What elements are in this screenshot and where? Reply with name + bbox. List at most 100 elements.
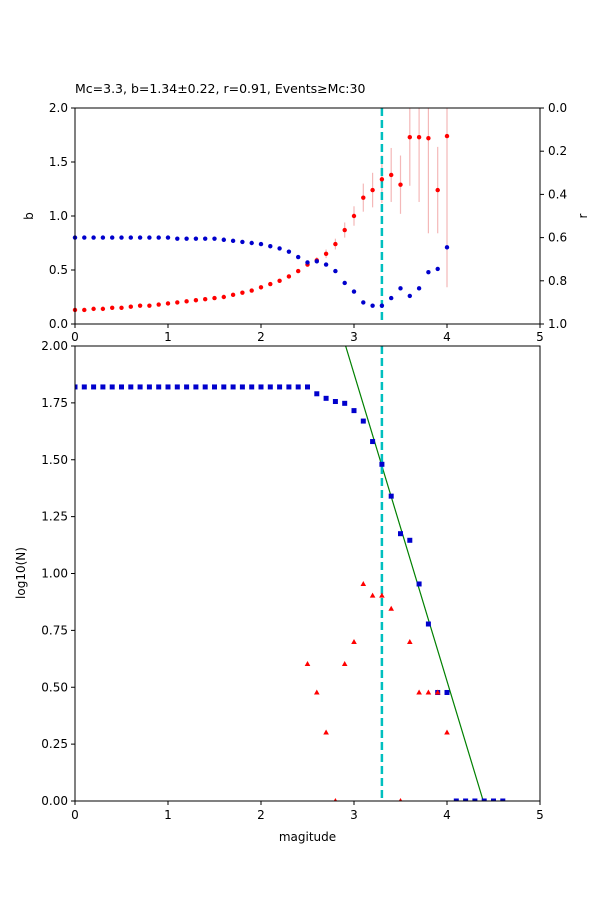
x-tick-label: 2 xyxy=(257,330,265,344)
cumulative-point xyxy=(388,493,394,499)
cumulative-point xyxy=(305,384,310,390)
y2-tick-label: 0.8 xyxy=(548,274,567,288)
cumulative-point xyxy=(193,384,199,390)
cumulative-point xyxy=(332,399,338,405)
cumulative-point xyxy=(221,384,227,390)
incremental-point xyxy=(369,592,376,598)
cumulative-point xyxy=(146,384,152,390)
chart-title: Mc=3.3, b=1.34±0.22, r=0.91, Events≥Mc:3… xyxy=(75,81,365,96)
x-axis-label: magitude xyxy=(279,830,336,844)
b-point xyxy=(361,195,366,200)
y-tick-label: 0.0 xyxy=(49,317,68,331)
cumulative-point xyxy=(416,581,422,587)
cumulative-point xyxy=(463,798,469,801)
y2-tick-label: 1.0 xyxy=(548,317,567,331)
cumulative-point xyxy=(230,384,236,390)
r-point xyxy=(230,238,236,244)
cumulative-point xyxy=(425,621,431,627)
r-point xyxy=(221,237,226,242)
r-point xyxy=(444,245,450,250)
cumulative-point xyxy=(453,798,459,801)
b-point xyxy=(398,182,403,187)
r-point xyxy=(165,235,171,240)
cumulative-point xyxy=(258,384,264,390)
r-point xyxy=(314,259,319,264)
b-point xyxy=(268,281,273,287)
b-point xyxy=(323,251,329,256)
b-point xyxy=(426,136,431,141)
y-tick-label: 0.00 xyxy=(41,794,68,808)
b-point xyxy=(379,177,385,182)
incremental-point xyxy=(425,689,432,695)
r-point xyxy=(91,235,96,240)
r-point xyxy=(147,235,152,240)
cumulative-point xyxy=(342,400,348,406)
y-tick-label: 1.5 xyxy=(49,155,68,169)
b-point xyxy=(296,268,301,274)
r-point xyxy=(370,303,375,308)
cumulative-point xyxy=(119,384,124,390)
r-point xyxy=(389,295,394,301)
b-value-panel: Mc=3.3, b=1.34±0.22, r=0.91, Events≥Mc:3… xyxy=(22,81,590,344)
x-tick-label: 4 xyxy=(443,330,451,344)
y-tick-label: 0.75 xyxy=(41,623,68,637)
cumulative-point xyxy=(109,384,115,390)
y-tick-label: 1.25 xyxy=(41,510,68,524)
cumulative-point xyxy=(286,384,292,390)
cumulative-point xyxy=(156,384,162,390)
y-tick-label: 2.00 xyxy=(41,339,68,353)
b-point xyxy=(128,304,133,309)
cumulative-point xyxy=(165,384,171,390)
x-tick-label: 5 xyxy=(536,330,544,344)
b-point xyxy=(435,187,440,193)
r-point xyxy=(137,235,143,240)
y-tick-label: 0.50 xyxy=(41,680,68,694)
incremental-point xyxy=(351,638,357,644)
b-point xyxy=(193,298,199,303)
b-point xyxy=(82,307,87,313)
r-point xyxy=(184,236,189,241)
cumulative-point xyxy=(249,384,255,390)
cumulative-point xyxy=(212,384,217,390)
incremental-point xyxy=(341,661,348,667)
b-point xyxy=(342,227,347,233)
cumulative-point xyxy=(137,384,143,390)
r-point xyxy=(398,286,403,291)
r-point xyxy=(407,293,412,299)
incremental-point xyxy=(388,605,394,611)
y-tick-label: 1.75 xyxy=(41,396,68,410)
r-point xyxy=(203,236,208,241)
b-point xyxy=(444,133,450,139)
r-point xyxy=(128,235,133,240)
r-point xyxy=(119,235,124,240)
r-point xyxy=(193,236,199,241)
incremental-point xyxy=(434,689,441,695)
b-point xyxy=(175,300,180,305)
y2-tick-label: 0.2 xyxy=(548,144,567,158)
b-point xyxy=(110,305,115,310)
x-tick-label: 3 xyxy=(350,808,358,822)
b-point xyxy=(100,306,106,312)
cumulative-point xyxy=(398,531,403,537)
r-point xyxy=(212,236,217,241)
cumulative-point xyxy=(75,384,78,390)
r-point xyxy=(258,241,264,247)
b-point xyxy=(249,288,254,293)
cumulative-point xyxy=(491,798,496,801)
cumulative-point xyxy=(407,537,413,543)
r-point xyxy=(323,262,329,267)
b-point xyxy=(119,305,124,310)
y-tick-label: 0.25 xyxy=(41,737,68,751)
cumulative-point xyxy=(100,384,106,390)
y-tick-label: 1.50 xyxy=(41,453,68,467)
cumulative-point xyxy=(174,384,180,390)
cumulative-point xyxy=(444,689,450,695)
b-point xyxy=(91,306,96,312)
b-point xyxy=(416,134,422,140)
cumulative-point xyxy=(91,384,97,390)
b-point xyxy=(147,303,152,308)
r-point xyxy=(426,269,431,275)
cumulative-point xyxy=(295,384,301,390)
y-axis-label-log10n: log10(N) xyxy=(14,547,28,599)
b-point xyxy=(221,294,226,300)
